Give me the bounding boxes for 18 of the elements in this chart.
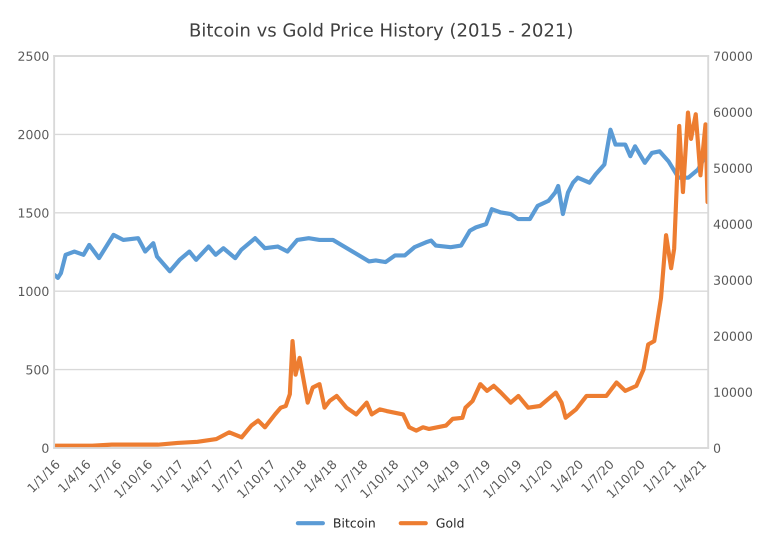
line-series: [54, 128, 706, 280]
y-tick-label: 500: [26, 365, 48, 375]
y2-tick-label: 0: [714, 443, 720, 453]
legend-label: Bitcoin: [334, 518, 375, 528]
y-tick-label: 0: [42, 443, 48, 453]
y2-tick-label: 30000: [714, 275, 752, 285]
y-tick-label: 2000: [18, 130, 48, 140]
y-tick-label: 1000: [18, 286, 48, 296]
y2-tick-label: 20000: [714, 331, 752, 341]
y2-tick-label: 50000: [714, 163, 752, 173]
y-tick-label: 2500: [18, 51, 48, 61]
y2-tick-label: 10000: [714, 387, 752, 397]
y2-tick-label: 40000: [714, 219, 752, 229]
y-tick-label: 1500: [18, 208, 48, 218]
y2-tick-label: 70000: [714, 51, 752, 61]
legend-label: Gold: [436, 518, 464, 528]
chart-title: Bitcoin vs Gold Price History (2015 - 2021): [190, 22, 572, 40]
y2-tick-label: 60000: [714, 107, 752, 117]
